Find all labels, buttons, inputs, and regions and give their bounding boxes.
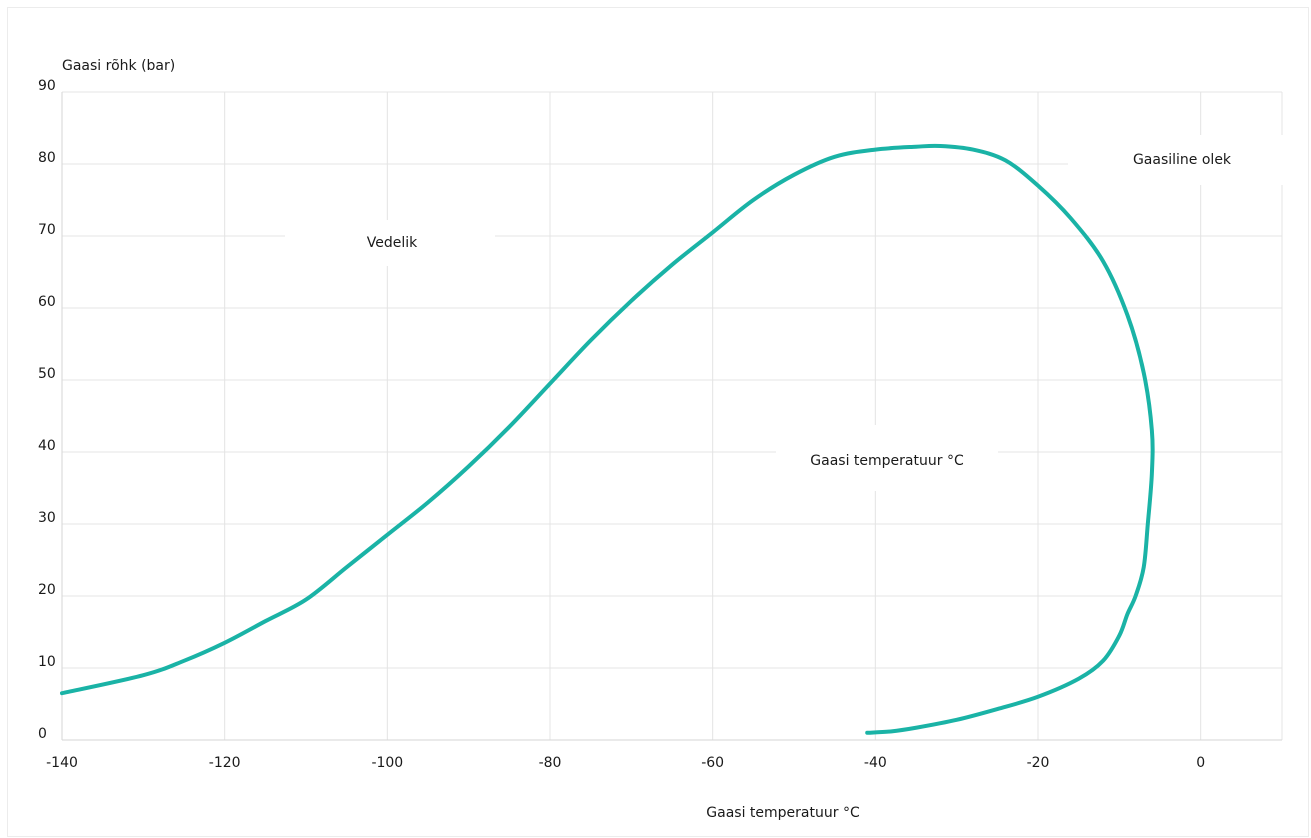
y-tick-label-30: 30 (38, 510, 56, 526)
x-tick-label--40: -40 (864, 755, 887, 771)
axes: 0 10 20 30 40 50 60 70 80 90 -140 -120 -100 -80 -60 -40… (38, 78, 1282, 771)
y-tick-label-10: 10 (38, 654, 56, 670)
series (60, 143, 1155, 735)
region-label-gaasiline-olek: Gaasiline olek (1133, 152, 1232, 168)
y-tick-label-40: 40 (38, 438, 56, 454)
y-tick-label-70: 70 (38, 222, 56, 238)
x-tick-label--140: -140 (46, 755, 78, 771)
axis-titles: Gaasi rõhk (bar) Gaasi temperatuur °C (62, 58, 860, 821)
x-tick-label--20: -20 (1027, 755, 1050, 771)
y-tick-label-20: 20 (38, 582, 56, 598)
grid (62, 91, 1283, 740)
region-labels: Vedelik Gaasiline olek Gaasi temperatuur… (285, 135, 1286, 491)
region-label-gaasi-temperatuur: Gaasi temperatuur °C (810, 453, 964, 469)
x-tick-label--60: -60 (701, 755, 724, 771)
vedelik-label-bg (285, 220, 495, 266)
x-axis-title: Gaasi temperatuur °C (706, 805, 860, 821)
region-label-vedelik: Vedelik (367, 235, 418, 251)
x-tick-label--120: -120 (209, 755, 241, 771)
y-tick-label-50: 50 (38, 366, 56, 382)
x-tick-label--80: -80 (539, 755, 562, 771)
y-tick-label-90: 90 (38, 78, 56, 94)
y-tick-label-80: 80 (38, 150, 56, 166)
y-tick-label-60: 60 (38, 294, 56, 310)
series-line-0 (60, 143, 1155, 735)
x-tick-label-0: 0 (1196, 755, 1205, 771)
y-axis-title: Gaasi rõhk (bar) (62, 58, 175, 74)
gaasi-temperatuur-label-bg (776, 425, 998, 491)
y-tick-label-0: 0 (38, 726, 47, 742)
x-tick-label--100: -100 (371, 755, 403, 771)
gaasiline-olek-label-bg (1068, 135, 1286, 185)
